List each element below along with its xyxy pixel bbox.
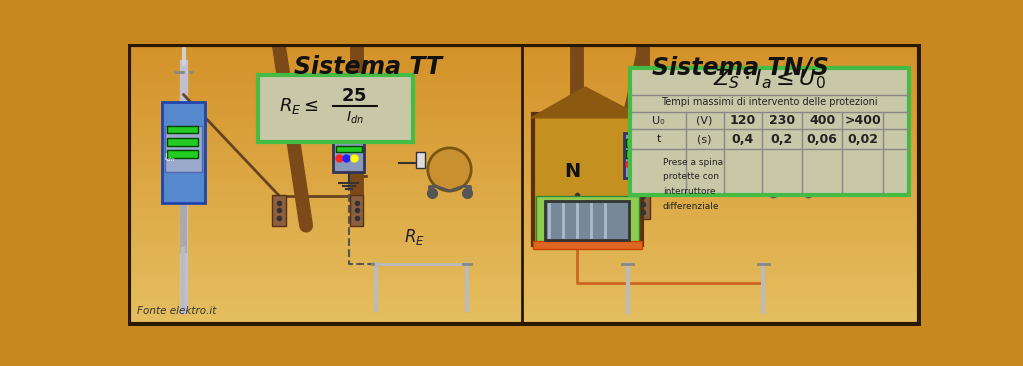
Text: $R_E$: $R_E$: [404, 227, 426, 247]
Text: (s): (s): [698, 134, 712, 145]
Bar: [626, 150, 654, 158]
Bar: [636, 187, 651, 220]
Bar: [416, 153, 426, 168]
Text: 400: 400: [809, 115, 836, 127]
Bar: [336, 146, 362, 152]
Text: 120: 120: [729, 115, 756, 127]
Bar: [162, 102, 205, 202]
Bar: [272, 195, 286, 226]
Text: $R_E \leq$: $R_E \leq$: [278, 96, 318, 116]
Text: Sistema TT: Sistema TT: [294, 55, 442, 79]
Text: Fonte elektro.it: Fonte elektro.it: [137, 306, 217, 317]
Bar: [350, 195, 363, 226]
Bar: [168, 126, 198, 133]
Text: $\mathbf{25}$: $\mathbf{25}$: [342, 87, 367, 105]
Bar: [336, 136, 362, 142]
Text: t: t: [657, 134, 661, 145]
Bar: [536, 197, 638, 243]
Text: (V): (V): [697, 116, 713, 126]
Bar: [571, 186, 584, 218]
Circle shape: [770, 148, 810, 188]
Text: Tempi massimi di intervento delle protezioni: Tempi massimi di intervento delle protez…: [661, 97, 878, 108]
Bar: [624, 133, 657, 178]
Bar: [545, 201, 628, 239]
Bar: [168, 150, 198, 158]
Text: 230: 230: [769, 115, 795, 127]
Bar: [626, 139, 654, 147]
Circle shape: [428, 148, 472, 191]
Bar: [168, 138, 198, 146]
Text: 0,02: 0,02: [847, 133, 878, 146]
Text: U₀: U₀: [653, 116, 665, 126]
Text: $Z_S \cdot I_a \leq U_0$: $Z_S \cdot I_a \leq U_0$: [713, 68, 827, 91]
Bar: [630, 68, 909, 195]
Text: $I_{dn}$: $I_{dn}$: [164, 152, 175, 164]
Text: $I_{dn}$: $I_{dn}$: [346, 110, 364, 126]
Bar: [258, 75, 413, 142]
Text: Prese a spina
protette con
interruttore
differenziale: Prese a spina protette con interruttore …: [663, 158, 723, 211]
Bar: [165, 126, 202, 172]
Text: 0,06: 0,06: [807, 133, 838, 146]
Text: 0,2: 0,2: [771, 133, 793, 146]
Bar: [333, 130, 364, 172]
Bar: [533, 241, 641, 249]
Text: N: N: [564, 162, 580, 181]
Bar: [533, 114, 641, 245]
Text: Sistema TN/S: Sistema TN/S: [652, 55, 829, 79]
Bar: [759, 147, 769, 164]
Text: 0,4: 0,4: [731, 133, 754, 146]
Text: >400: >400: [844, 115, 881, 127]
Polygon shape: [531, 87, 644, 118]
